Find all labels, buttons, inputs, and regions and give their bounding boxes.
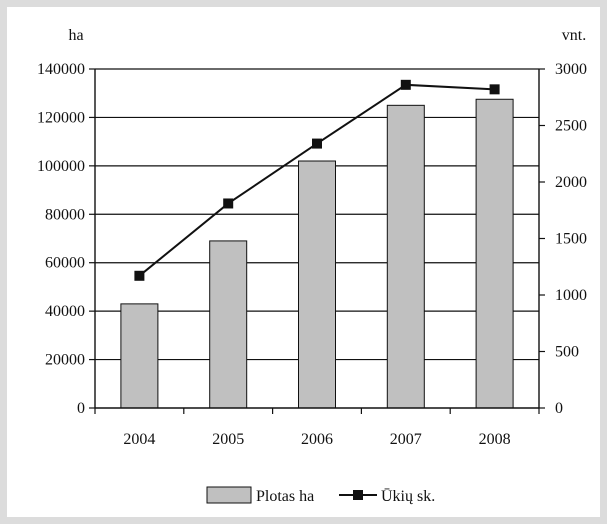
left-tick-label: 0 — [77, 400, 85, 417]
line-point — [400, 79, 411, 90]
left-axis-unit: ha — [68, 27, 83, 44]
bar — [298, 160, 336, 409]
x-tick-label: 2004 — [123, 431, 155, 448]
bar — [209, 240, 248, 409]
line-point — [312, 138, 322, 149]
right-tick-label: 0 — [555, 400, 563, 417]
bar-series — [120, 98, 514, 409]
x-tick-label: 2008 — [479, 431, 511, 448]
x-tick-label: 2007 — [390, 431, 422, 448]
x-tick-label: 2005 — [212, 431, 244, 448]
legend-line-marker — [353, 490, 363, 500]
left-tick-label: 100000 — [37, 158, 85, 175]
right-tick-label: 2500 — [555, 118, 587, 135]
left-tick-label: 80000 — [45, 206, 85, 223]
right-tick-label: 2000 — [555, 174, 587, 191]
right-tick-label: 500 — [555, 344, 579, 361]
line-point — [223, 198, 234, 209]
axis-labels: ha vnt. 02000040000600008000010000012000… — [37, 27, 587, 448]
left-tick-label: 20000 — [45, 352, 85, 369]
legend: Plotas ha Ūkių sk. — [206, 486, 435, 505]
bar — [120, 303, 159, 409]
bar — [386, 104, 425, 409]
axes — [89, 68, 545, 414]
bar — [475, 98, 514, 409]
right-tick-label: 3000 — [555, 61, 587, 78]
line-series — [134, 79, 500, 281]
legend-bar-swatch — [206, 486, 252, 504]
legend-bar-label: Plotas ha — [256, 488, 314, 505]
left-tick-label: 40000 — [45, 303, 85, 320]
right-tick-label: 1000 — [555, 287, 587, 304]
line-point — [134, 270, 145, 281]
left-tick-label: 140000 — [37, 61, 85, 78]
x-tick-label: 2006 — [301, 431, 333, 448]
right-axis-unit: vnt. — [562, 27, 586, 44]
line-point — [489, 84, 500, 95]
left-tick-label: 120000 — [37, 109, 85, 126]
left-tick-label: 60000 — [45, 255, 85, 272]
right-tick-label: 1500 — [555, 231, 587, 248]
legend-line-label: Ūkių sk. — [381, 488, 435, 505]
